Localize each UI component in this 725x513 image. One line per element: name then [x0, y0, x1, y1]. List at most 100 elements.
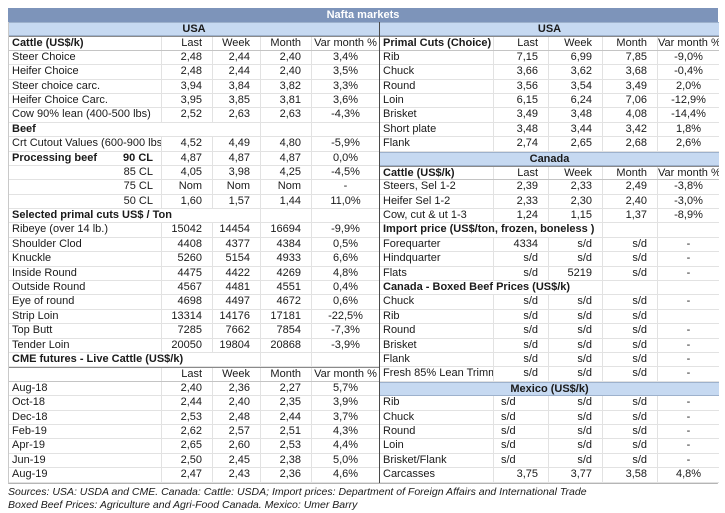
- cell-last: 3,94: [162, 79, 213, 93]
- table-row: Outside Round 4567 4481 4551 0,4%: [9, 281, 379, 296]
- cell-var: 3,6%: [332, 93, 359, 106]
- row-label: Flank: [380, 137, 494, 151]
- cell-month: 4,08: [603, 108, 658, 122]
- cell-month: 2,38: [261, 453, 312, 468]
- row-label: Oct-18: [9, 396, 162, 410]
- row-label: Steer Choice: [9, 50, 162, 65]
- cell-var: -: [686, 367, 691, 380]
- row-label: Flank: [380, 352, 494, 367]
- cell-month: 2,35: [261, 396, 312, 410]
- cell-week: 2,40: [213, 396, 261, 410]
- table-row: Steers, Sel 1-2 2,39 2,33 2,49 -3,8%: [380, 180, 719, 195]
- cell-last: 3,95: [162, 93, 213, 108]
- row-label: Inside Round: [9, 266, 162, 281]
- section-header-row: CME futures - Live Cattle (US$/k): [9, 352, 379, 368]
- cell-var: 6,6%: [332, 252, 359, 265]
- cell-var: 3,5%: [332, 65, 359, 78]
- cell-week: s/d: [549, 410, 603, 424]
- table-row: Steer choice carc. 3,94 3,84 3,82 3,3%: [9, 79, 379, 94]
- row-label: Processing beef 90 CL: [9, 151, 162, 165]
- cell-month: 2,36: [261, 468, 312, 482]
- row-label: Aug-18: [9, 381, 162, 396]
- cell-var: [658, 310, 719, 323]
- section-title: Beef: [9, 122, 261, 137]
- cell-month: 2,40: [603, 194, 658, 209]
- table-row: Chuck s/d s/d s/d -: [380, 410, 719, 425]
- cell-month: 2,68: [603, 137, 658, 151]
- cell-last: 1,24: [494, 209, 549, 223]
- cell-var: -: [686, 453, 691, 466]
- cell-week: s/d: [549, 453, 603, 468]
- cell-var: 4,4%: [332, 439, 359, 452]
- cell-month: 4269: [261, 266, 312, 281]
- cell-month: 2,44: [261, 410, 312, 424]
- cell-month: 2,51: [261, 424, 312, 439]
- table-row: Ribeye (over 14 lb.) 15042 14454 16694 -9,9%: [9, 223, 379, 238]
- cell-week: 5219: [549, 266, 603, 281]
- row-label: Carcasses: [380, 468, 494, 482]
- table-row: Heifer Choice Carc. 3,95 3,85 3,81 3,6%: [9, 93, 379, 109]
- table-row: 85 CL 4,05 3,98 4,25 -4,5%: [9, 165, 379, 181]
- cell-last: 2,53: [162, 410, 213, 424]
- column-header-row: Primal Cuts (Choice) Last Week Month Var mon…: [380, 36, 719, 51]
- cell-var: -: [686, 324, 691, 337]
- cell-week: 6,99: [549, 50, 603, 65]
- cell-last: Last: [494, 166, 549, 180]
- table-row: 75 CL Nom Nom Nom -: [9, 180, 379, 195]
- cell-var: -: [686, 352, 691, 365]
- cell-last: 3,56: [494, 79, 549, 93]
- cell-last: 4698: [162, 295, 213, 309]
- row-label: Heifer Sel 1-2: [380, 194, 494, 209]
- cell-month: s/d: [603, 237, 658, 252]
- cell-var: -12,9%: [671, 93, 706, 106]
- table-row: Strip Loin 13314 14176 17181 -22,5%: [9, 309, 379, 325]
- table-row: Short plate 3,48 3,44 3,42 1,8%: [380, 122, 719, 138]
- table-row: Round s/d s/d s/d -: [380, 324, 719, 339]
- cell-month: s/d: [603, 410, 658, 424]
- cell-week: 1,15: [549, 209, 603, 223]
- cell-last: 3,49: [494, 108, 549, 122]
- cell-last: 4,87: [162, 151, 213, 165]
- row-label: Round: [380, 324, 494, 338]
- cell-month: s/d: [603, 396, 658, 410]
- row-label: [9, 368, 162, 381]
- cell-var: 1,8%: [675, 122, 702, 135]
- row-label: Tender Loin: [9, 338, 162, 352]
- column-header-row: Last Week Month Var month %: [9, 367, 379, 382]
- cell-month: 17181: [261, 309, 312, 324]
- cell-var: Var month %: [658, 166, 719, 179]
- cell-var: -4,5%: [331, 165, 360, 178]
- cell-var: -: [686, 338, 691, 351]
- row-label: Brisket/Flank: [380, 453, 494, 468]
- row-label: Forequarter: [380, 237, 494, 252]
- cell-last: 4408: [162, 237, 213, 252]
- sources-note: Sources: USA: USDA and CME. Canada: Catt…: [8, 484, 718, 512]
- table-row: Brisket 3,49 3,48 4,08 -14,4%: [380, 108, 719, 123]
- cell-last: s/d: [494, 367, 549, 381]
- cell-var: Var month %: [658, 37, 719, 50]
- cell-month: s/d: [603, 367, 658, 381]
- cell-month: s/d: [603, 252, 658, 266]
- cell-month: s/d: [603, 453, 658, 468]
- cell-week: 19804: [213, 338, 261, 352]
- cell-week: 14176: [213, 309, 261, 324]
- cell-last: s/d: [494, 338, 549, 352]
- table-row: Rib s/d s/d s/d -: [380, 396, 719, 411]
- table-row: Cow, cut & ut 1-3 1,24 1,15 1,37 -8,9%: [380, 209, 719, 224]
- cell-month: Nom: [261, 180, 312, 194]
- row-label: Rib: [380, 309, 494, 324]
- cell-var: 2,6%: [675, 137, 702, 150]
- table-row: Round 3,56 3,54 3,49 2,0%: [380, 79, 719, 94]
- cell-last: 20050: [162, 338, 213, 352]
- row-label: Crt Cutout Values (600-900 lbs): [9, 137, 162, 151]
- cell-last: 4475: [162, 266, 213, 281]
- cell-week: 2,30: [549, 194, 603, 209]
- cell-month: Month: [603, 37, 658, 50]
- cell-last: s/d: [494, 396, 549, 410]
- cell-month: 3,81: [261, 93, 312, 108]
- table-row: Rib s/d s/d s/d: [380, 309, 719, 325]
- cell-week: Week: [549, 37, 603, 50]
- cell-last: Last: [162, 37, 213, 50]
- cell-week: 2,57: [213, 424, 261, 439]
- table-row: Processing beef 90 CL 4,87 4,87 4,87 0,0%: [9, 151, 379, 166]
